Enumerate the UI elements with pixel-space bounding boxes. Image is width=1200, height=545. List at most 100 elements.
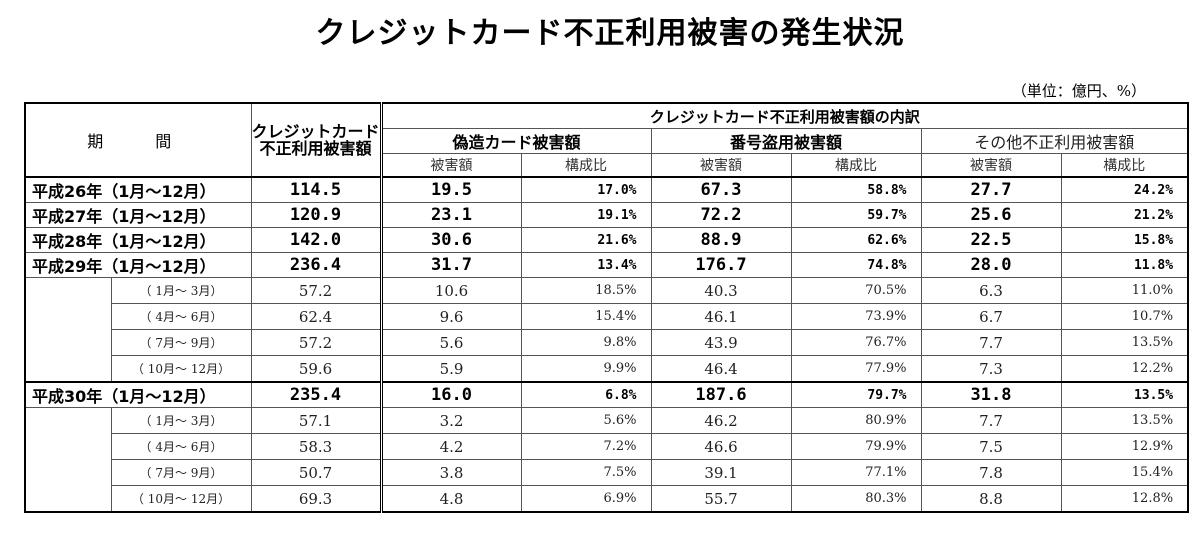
- other-amount: 6.3: [920, 277, 1062, 304]
- stolen-amount: 55.7: [650, 485, 792, 513]
- row-period-label: （ 10月～ 12月）: [110, 485, 252, 513]
- total-amount: 57.2: [250, 329, 382, 356]
- row-indent: [24, 459, 112, 486]
- row-period-label: （ 7月～ 9月）: [110, 329, 252, 356]
- stolen-amount: 46.1: [650, 303, 792, 330]
- stolen-ratio: 76.7%: [790, 329, 922, 356]
- stolen-ratio: 77.9%: [790, 355, 922, 383]
- header-forged-ratio: 構成比: [520, 153, 652, 178]
- stolen-amount: 46.6: [650, 433, 792, 460]
- table-row-year: 平成27年（1月～12月） 120.9 23.1 19.1% 72.2 59.7% 25.6…: [24, 202, 1189, 228]
- total-amount: 114.5: [250, 176, 382, 203]
- forged-ratio: 6.9%: [520, 485, 652, 513]
- row-period-label: （ 4月～ 6月）: [110, 303, 252, 330]
- other-ratio: 15.8%: [1060, 227, 1189, 253]
- table-row-quarter: （ 4月～ 6月） 62.4 9.6 15.4% 46.1 73.9% 6.7 10.7%: [24, 303, 1189, 330]
- forged-amount: 3.8: [379, 459, 522, 486]
- total-amount: 57.1: [250, 407, 382, 434]
- table-row-year: 平成29年（1月～12月） 236.4 31.7 13.4% 176.7 74.8% 28.…: [24, 252, 1189, 278]
- stolen-amount: 67.3: [650, 176, 792, 203]
- stolen-amount: 176.7: [650, 252, 792, 278]
- row-period-label: 平成29年（1月～12月）: [24, 252, 252, 278]
- stolen-ratio: 80.3%: [790, 485, 922, 513]
- table-row-quarter: （ 4月～ 6月） 58.3 4.2 7.2% 46.6 79.9% 7.5 12.9%: [24, 433, 1189, 460]
- stolen-ratio: 77.1%: [790, 459, 922, 486]
- other-amount: 27.7: [920, 176, 1062, 203]
- row-period-label: （ 10月～ 12月）: [110, 355, 252, 383]
- forged-amount: 10.6: [379, 277, 522, 304]
- other-ratio: 24.2%: [1060, 176, 1189, 203]
- forged-ratio: 19.1%: [520, 202, 652, 228]
- header-forged-amount: 被害額: [379, 153, 522, 178]
- forged-amount: 4.2: [379, 433, 522, 460]
- row-period-label: （ 4月～ 6月）: [110, 433, 252, 460]
- row-period-label: （ 7月～ 9月）: [110, 459, 252, 486]
- unit-note: （単位：億円、%）: [1011, 82, 1146, 100]
- total-amount: 50.7: [250, 459, 382, 486]
- header-stolen-ratio: 構成比: [790, 153, 922, 178]
- forged-amount: 4.8: [379, 485, 522, 513]
- table-body: 平成26年（1月～12月） 114.5 19.5 17.0% 67.3 58.8% 27.7…: [24, 176, 1189, 513]
- other-amount: 7.5: [920, 433, 1062, 460]
- total-amount: 236.4: [250, 252, 382, 278]
- stolen-amount: 72.2: [650, 202, 792, 228]
- header-stolen: 番号盗用被害額: [650, 128, 922, 154]
- forged-ratio: 13.4%: [520, 252, 652, 278]
- stolen-ratio: 59.7%: [790, 202, 922, 228]
- stolen-amount: 187.6: [650, 381, 792, 408]
- row-period-label: 平成28年（1月～12月）: [24, 227, 252, 253]
- total-amount: 62.4: [250, 303, 382, 330]
- forged-ratio: 9.8%: [520, 329, 652, 356]
- other-ratio: 12.9%: [1060, 433, 1189, 460]
- other-amount: 7.7: [920, 329, 1062, 356]
- row-indent: [24, 277, 112, 304]
- forged-ratio: 6.8%: [520, 381, 652, 408]
- other-ratio: 15.4%: [1060, 459, 1189, 486]
- table-row-quarter: （ 7月～ 9月） 50.7 3.8 7.5% 39.1 77.1% 7.8 15.4%: [24, 459, 1189, 486]
- row-indent: [24, 303, 112, 330]
- other-ratio: 21.2%: [1060, 202, 1189, 228]
- forged-ratio: 9.9%: [520, 355, 652, 383]
- row-indent: [24, 433, 112, 460]
- row-indent: [24, 355, 112, 382]
- stolen-amount: 40.3: [650, 277, 792, 304]
- forged-amount: 30.6: [379, 227, 522, 253]
- page-title: クレジットカード不正利用被害の発生状況: [315, 16, 905, 51]
- table-row-quarter: （ 10月～ 12月） 59.6 5.9 9.9% 46.4 77.9% 7.3 12.2%: [24, 355, 1189, 383]
- other-amount: 22.5: [920, 227, 1062, 253]
- total-amount: 120.9: [250, 202, 382, 228]
- stolen-ratio: 58.8%: [790, 176, 922, 203]
- header-other-ratio: 構成比: [1060, 153, 1189, 178]
- header-other-amount: 被害額: [920, 153, 1062, 178]
- forged-amount: 23.1: [379, 202, 522, 228]
- stolen-ratio: 62.6%: [790, 227, 922, 253]
- forged-ratio: 17.0%: [520, 176, 652, 203]
- table-row-year: 平成26年（1月～12月） 114.5 19.5 17.0% 67.3 58.8% 27.7…: [24, 176, 1189, 203]
- row-period-label: 平成30年（1月～12月）: [24, 381, 252, 408]
- row-indent: [24, 329, 112, 356]
- stolen-ratio: 80.9%: [790, 407, 922, 434]
- row-indent: [24, 407, 112, 434]
- table-row-year: 平成28年（1月～12月） 142.0 30.6 21.6% 88.9 62.6% 22.5…: [24, 227, 1189, 253]
- row-period-label: 平成26年（1月～12月）: [24, 176, 252, 203]
- row-period-label: （ 1月～ 3月）: [110, 407, 252, 434]
- total-amount: 57.2: [250, 277, 382, 304]
- other-amount: 7.8: [920, 459, 1062, 486]
- header-other: その他不正利用被害額: [920, 128, 1189, 154]
- fraud-damage-table: 期 間 クレジットカード不正利用被害額 クレジットカード不正利用被害額の内訳 偽…: [24, 102, 1190, 513]
- other-amount: 7.7: [920, 407, 1062, 434]
- forged-amount: 19.5: [379, 176, 522, 203]
- other-amount: 25.6: [920, 202, 1062, 228]
- total-amount: 235.4: [250, 381, 382, 408]
- table-row-quarter: （ 1月～ 3月） 57.2 10.6 18.5% 40.3 70.5% 6.3 11.0%: [24, 277, 1189, 304]
- table-row-quarter: （ 1月～ 3月） 57.1 3.2 5.6% 46.2 80.9% 7.7 13.5%: [24, 407, 1189, 434]
- other-ratio: 10.7%: [1060, 303, 1189, 330]
- forged-ratio: 21.6%: [520, 227, 652, 253]
- table-row-year: 平成30年（1月～12月） 235.4 16.0 6.8% 187.6 79.7% 31.8…: [24, 381, 1189, 408]
- header-forged: 偽造カード被害額: [379, 128, 652, 154]
- other-ratio: 11.0%: [1060, 277, 1189, 304]
- stolen-ratio: 79.7%: [790, 381, 922, 408]
- forged-amount: 9.6: [379, 303, 522, 330]
- forged-amount: 31.7: [379, 252, 522, 278]
- forged-ratio: 15.4%: [520, 303, 652, 330]
